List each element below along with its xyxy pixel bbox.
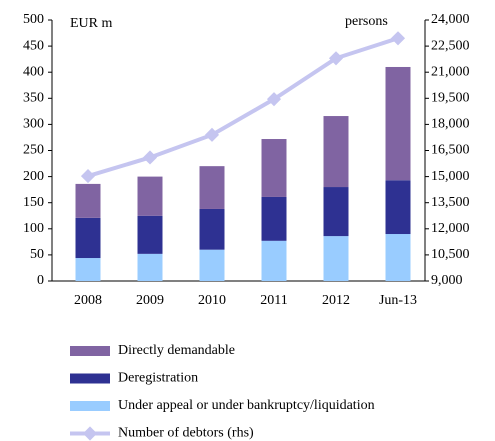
legend-label: Number of debtors (rhs) (118, 426, 254, 441)
bar (261, 196, 287, 241)
y2-tick-label: 18,000 (431, 117, 470, 132)
y-tick-label: 250 (23, 143, 44, 158)
y2-tick-label: 24,000 (431, 12, 470, 27)
bar (199, 249, 225, 281)
legend-swatch (70, 373, 110, 384)
y-tick-label: 50 (30, 247, 44, 262)
bar (323, 236, 349, 281)
bar (137, 176, 163, 216)
marker (204, 127, 220, 142)
bar (199, 166, 225, 209)
bar (385, 180, 411, 235)
bar (137, 253, 163, 281)
y2-tick-label: 22,500 (431, 38, 470, 53)
legend-label: Deregistration (118, 371, 198, 386)
bar (75, 258, 101, 281)
bar (261, 139, 287, 197)
x-tick-label: 2010 (198, 293, 226, 308)
y-tick-label: 100 (23, 221, 44, 236)
x-tick-label: 2008 (74, 293, 102, 308)
bar (75, 183, 101, 218)
x-tick-label: 2009 (136, 293, 164, 308)
x-tick-label: Jun-13 (379, 293, 417, 308)
y-tick-label: 200 (23, 169, 44, 184)
y2-tick-label: 10,500 (431, 247, 470, 262)
y2-tick-label: 21,000 (431, 64, 470, 79)
bar (199, 208, 225, 250)
legend-swatch (82, 426, 98, 441)
marker (266, 92, 282, 107)
bar (137, 215, 163, 254)
y-tick-label: 150 (23, 195, 44, 210)
marker (390, 31, 406, 46)
y-tick-label: 450 (23, 38, 44, 53)
y2-tick-label: 12,000 (431, 221, 470, 236)
marker (80, 169, 96, 184)
y2-tick-label: 15,000 (431, 169, 470, 184)
bar (261, 240, 287, 281)
bar (385, 234, 411, 281)
x-tick-label: 2011 (260, 293, 287, 308)
annotation: EUR m (70, 16, 113, 31)
y-tick-label: 500 (23, 12, 44, 27)
legend-swatch (70, 401, 110, 411)
line (87, 36, 399, 178)
y-tick-label: 350 (23, 91, 44, 106)
legend-swatch (70, 346, 110, 356)
y-tick-label: 300 (23, 117, 44, 132)
y2-tick-label: 9,000 (431, 273, 463, 288)
y2-tick-label: 19,500 (431, 91, 470, 106)
y2-tick-label: 16,500 (431, 143, 470, 158)
y2-tick-label: 13,500 (431, 195, 470, 210)
annotation: persons (345, 14, 388, 29)
bar (323, 116, 349, 188)
marker (142, 150, 158, 165)
marker (328, 51, 344, 66)
y-tick-label: 400 (23, 64, 44, 79)
legend-label: Directly demandable (118, 343, 235, 358)
y-tick-label: 0 (37, 273, 44, 288)
bar (323, 187, 349, 237)
x-tick-label: 2012 (322, 293, 350, 308)
bar (75, 217, 101, 259)
legend-label: Under appeal or under bankruptcy/liquida… (118, 398, 375, 413)
bar (385, 66, 411, 181)
